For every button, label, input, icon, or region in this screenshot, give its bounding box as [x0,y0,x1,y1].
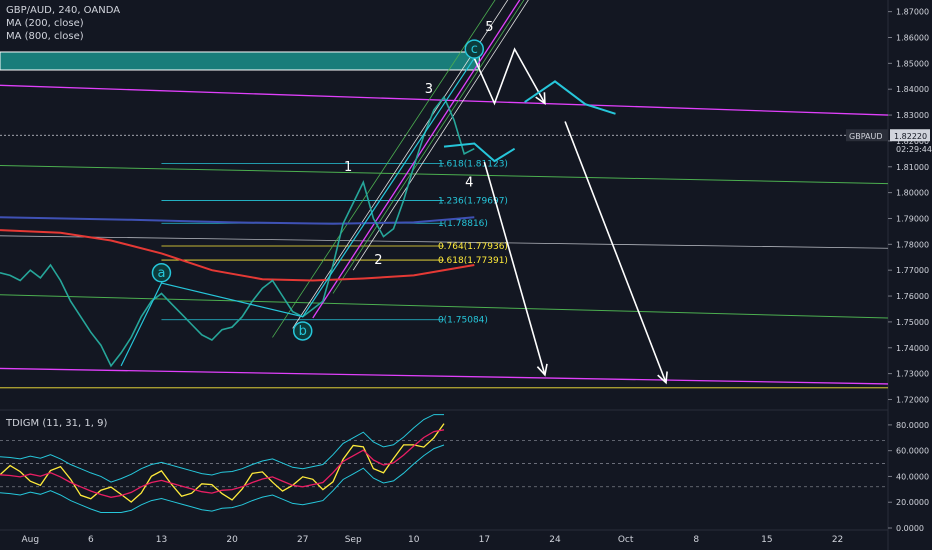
channel-upper-line [0,84,889,116]
grey-trend-line [0,235,889,249]
abc-wave-line [120,57,475,367]
wave-label-1: 1 [344,160,352,175]
resistance-zone [0,51,480,71]
ind-tick-label-1: 60.0000 [896,447,929,456]
fib-level-label-2: 1(1.78816) [438,219,488,229]
y-tick-label-13: 1.74000 [896,344,929,353]
ind-tick-label-3: 20.0000 [896,498,929,507]
price-line [0,95,475,368]
wave-label-4: 4 [465,175,473,190]
fib-level-label-0: 1.618(1.81123) [438,160,508,170]
projection-arrow-0 [473,47,546,106]
pitchfork-line-3 [272,0,496,338]
wave-label-a: a [157,266,165,281]
fib-level-label-5: 0(1.75084) [438,316,488,326]
fib-level-label-3: 0.764(1.77936) [438,242,508,252]
x-tick-label-6: 10 [408,535,420,545]
y-tick-label-5: 1.82000 [896,137,929,146]
indicator-band-lower [0,444,445,513]
wave-label-3: 3 [425,82,433,97]
projection-arrowhead-0 [535,92,546,105]
y-tick-label-7: 1.80000 [896,189,929,198]
y-tick-label-0: 1.87000 [896,8,929,17]
triangle-sketch-0 [443,142,516,163]
x-tick-label-5: Sep [345,535,362,545]
wave-label-b: b [299,324,307,339]
wave-label-circle-a [151,263,172,283]
x-tick-label-11: 15 [761,535,772,545]
legend-ma200[interactable]: MA (200, close) [6,18,84,29]
x-tick-label-9: Oct [618,535,634,545]
price-symbol-box [846,129,888,142]
wave-label-circle-b [292,321,313,341]
projection-arrow-1 [483,161,546,376]
triangle-sketch-1 [524,80,616,115]
y-tick-label-6: 1.81000 [896,163,929,172]
wave-label-5: 5 [485,20,493,35]
y-tick-label-10: 1.77000 [896,266,929,275]
ind-tick-label-4: 0.0000 [896,524,924,533]
fib-level-label-4: 0.618(1.77391) [438,256,508,266]
price-countdown-label: 02:29:44 [896,145,932,154]
y-tick-label-3: 1.84000 [896,85,929,94]
wave-label-circle-c [464,39,485,59]
ma800-line [0,216,475,225]
pitchfork-line-4 [352,0,529,271]
projection-arrowhead-2 [657,371,668,385]
y-tick-label-2: 1.85000 [896,59,929,68]
projection-arrow-2 [564,121,667,383]
x-tick-label-1: 6 [88,535,94,545]
green-trend-line-1 [0,164,889,185]
x-tick-label-3: 20 [226,535,238,545]
x-tick-label-4: 27 [297,535,308,545]
price-symbol-label: GBPAUD [849,132,883,141]
ind-tick-label-2: 40.0000 [896,472,929,481]
price-value-box [890,129,930,142]
y-tick-label-4: 1.83000 [896,111,929,120]
ma200-line [0,229,475,282]
y-tick-label-1: 1.86000 [896,33,929,42]
x-tick-label-8: 24 [549,535,561,545]
y-tick-label-11: 1.76000 [896,292,929,301]
y-tick-label-9: 1.78000 [896,240,929,249]
x-tick-label-10: 8 [693,535,699,545]
legend-symbol[interactable]: GBP/AUD, 240, OANDA [6,5,121,16]
pitchfork-line-1 [332,0,525,294]
x-tick-label-7: 17 [479,535,490,545]
channel-lower-line [0,367,889,385]
fib-level-label-1: 1.236(1.79697) [438,196,508,206]
chart-legend: GBP/AUD, 240, OANDA MA (200, close) MA (… [6,4,120,43]
projection-arrowhead-1 [536,363,548,377]
price-value-label: 1.82220 [894,132,927,141]
y-tick-label-12: 1.75000 [896,318,929,327]
x-tick-label-12: 22 [832,535,843,545]
x-tick-label-0: Aug [21,535,39,545]
pitchfork-line-0 [312,0,521,319]
wave-label-c: c [471,42,478,57]
ind-tick-label-0: 80.0000 [896,421,929,430]
legend-ma800[interactable]: MA (800, close) [6,31,84,42]
x-tick-label-2: 13 [156,535,167,545]
y-tick-label-15: 1.72000 [896,395,929,404]
green-trend-line-2 [0,294,889,319]
indicator-slow-line [0,429,445,498]
wave-label-2: 2 [374,253,382,268]
indicator-band-upper [0,414,444,483]
indicator-label[interactable]: TDIGM (11, 31, 1, 9) [6,418,108,429]
y-tick-label-8: 1.79000 [896,214,929,223]
y-tick-label-14: 1.73000 [896,370,929,379]
